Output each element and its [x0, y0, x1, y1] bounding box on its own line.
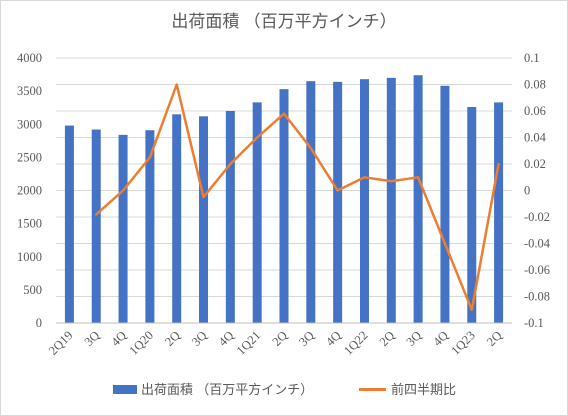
x-tick-label: 4Q — [430, 328, 451, 349]
line-path — [94, 83, 500, 312]
right-tick-label: -0.04 — [524, 237, 551, 251]
x-tick-label: 2Q19 — [46, 328, 76, 358]
bar — [467, 107, 477, 324]
left-tick-label: 1000 — [17, 250, 42, 264]
bar — [386, 77, 396, 323]
x-tick-label: 2Q — [377, 328, 398, 349]
left-tick-label: 3000 — [17, 117, 42, 131]
left-tick-label: 3500 — [17, 84, 42, 98]
x-tick-label: 1Q21 — [234, 328, 264, 358]
left-tick-label: 4000 — [17, 51, 42, 65]
legend-bar-swatch — [113, 385, 137, 394]
bar — [172, 114, 182, 323]
right-tick-label: 0.04 — [524, 131, 547, 145]
x-tick-label: 3Q — [82, 328, 103, 349]
left-axis: 0 500 1000 1500 2000 2500 3000 3500 4000 — [17, 51, 42, 330]
left-tick-label: 1500 — [17, 217, 42, 231]
bar — [333, 81, 343, 323]
bar — [279, 89, 289, 323]
left-tick-label: 2500 — [17, 150, 42, 164]
bar — [199, 116, 209, 323]
x-tick-label: 3Q — [189, 328, 210, 349]
x-tick-label: 4Q — [323, 328, 344, 349]
right-tick-label: 0.02 — [524, 157, 546, 171]
right-axis: -0.1 -0.08 -0.06 -0.04 -0.02 0 0.02 0.04 0.06 0.0… — [524, 51, 551, 330]
bar — [440, 85, 450, 323]
bar — [359, 79, 369, 323]
bar — [91, 129, 101, 323]
right-tick-label: 0.08 — [524, 78, 546, 92]
x-tick-label: 2Q — [484, 328, 505, 349]
x-tick-label: 3Q — [296, 328, 317, 349]
line-series — [94, 83, 500, 312]
x-tick-label: 2Q — [269, 328, 290, 349]
left-tick-label: 2000 — [17, 184, 42, 198]
x-tick-label: 3Q — [404, 328, 425, 349]
legend: 出荷面積 （百万平方インチ） 前四半期比 — [113, 382, 456, 397]
right-tick-label: 0 — [524, 184, 530, 198]
legend-bar-label: 出荷面積 （百万平方インチ） — [141, 382, 313, 397]
right-tick-label: 0.06 — [524, 104, 546, 118]
bar — [145, 130, 155, 323]
right-tick-label: 0.1 — [524, 51, 540, 65]
bar — [64, 125, 74, 323]
bar — [494, 102, 504, 323]
bar — [413, 75, 423, 323]
x-tick-label: 4Q — [108, 328, 129, 349]
right-tick-label: -0.08 — [524, 290, 550, 304]
chart-title: 出荷面積 （百万平方インチ） — [171, 12, 396, 31]
right-tick-label: -0.02 — [524, 210, 550, 224]
right-tick-label: -0.06 — [524, 263, 550, 277]
x-tick-label: 1Q23 — [448, 328, 478, 358]
bar — [225, 111, 235, 323]
bar — [118, 134, 128, 323]
bar — [252, 102, 262, 323]
legend-line-label: 前四半期比 — [391, 382, 456, 397]
x-tick-label: 1Q20 — [126, 328, 156, 358]
x-tick-label: 4Q — [216, 328, 237, 349]
left-tick-label: 0 — [36, 316, 42, 330]
left-tick-label: 500 — [23, 283, 42, 297]
x-tick-label: 2Q — [162, 328, 183, 349]
bar — [306, 81, 316, 323]
right-tick-label: -0.1 — [524, 316, 544, 330]
x-tick-label: 1Q22 — [341, 328, 371, 358]
bar-series — [64, 75, 504, 324]
